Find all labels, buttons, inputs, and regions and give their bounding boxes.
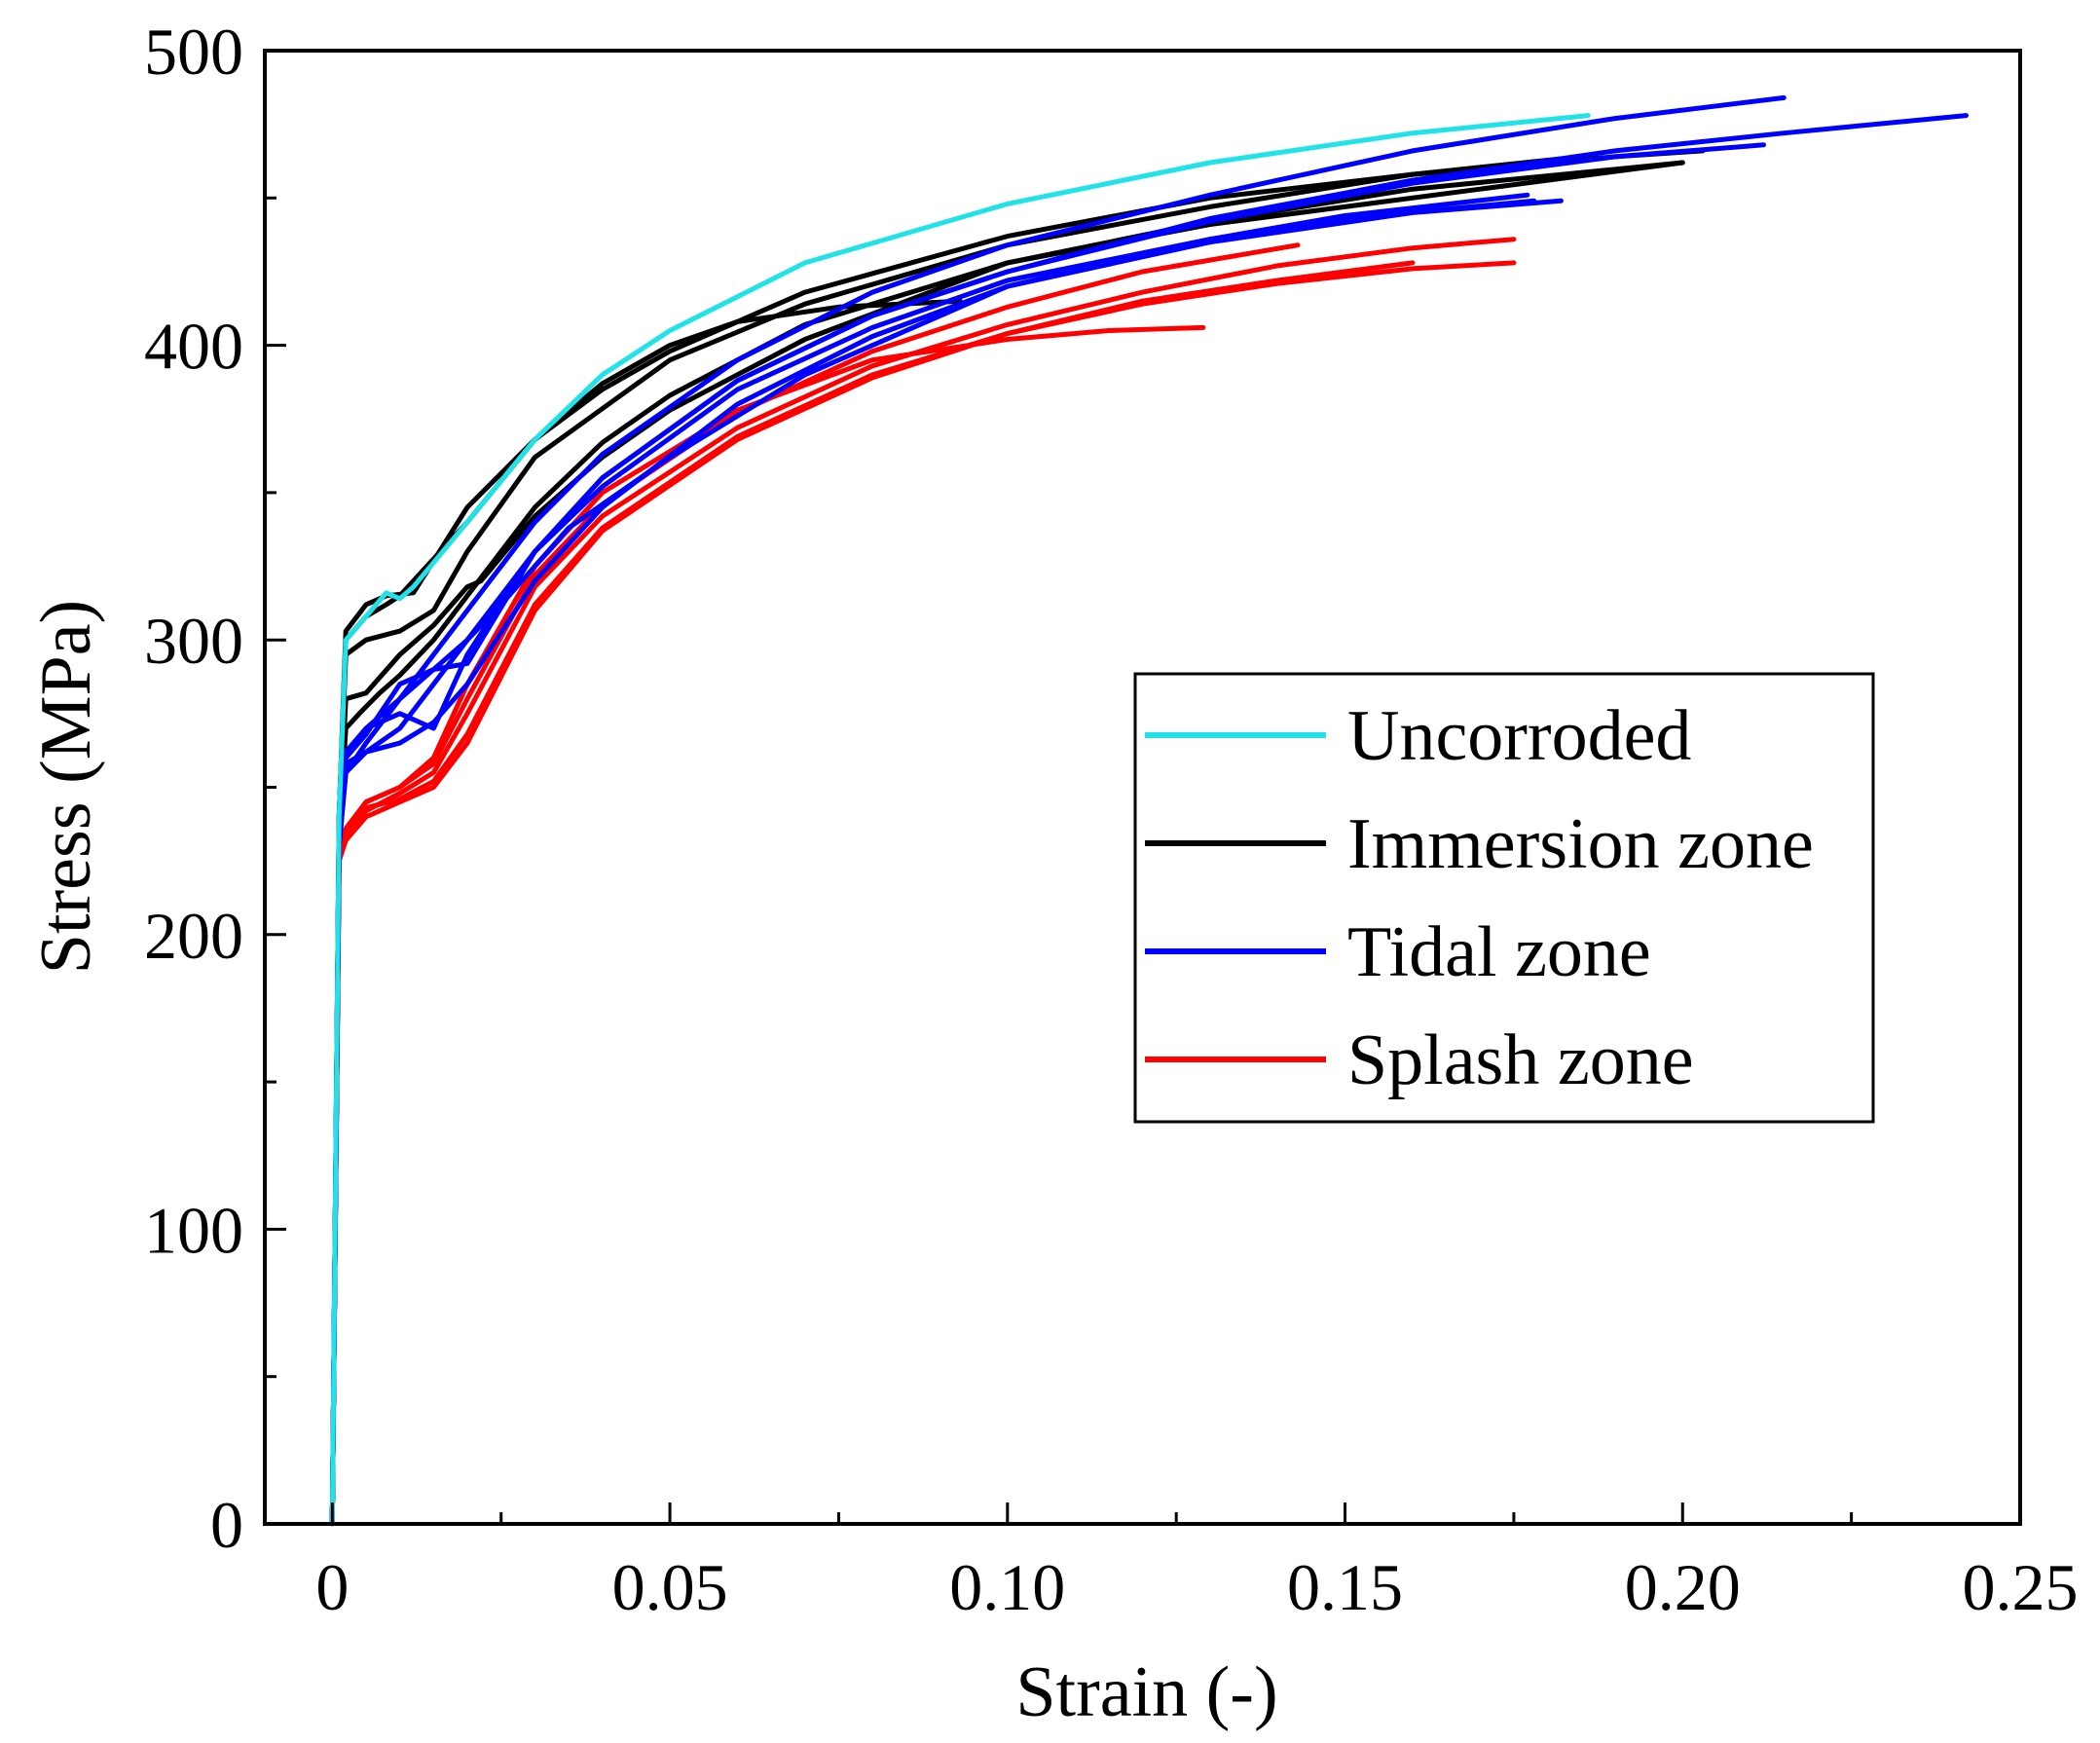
x-axis-title: Strain (-): [1015, 1652, 1277, 1732]
series-line-uncorroded-1: [329, 113, 1591, 1527]
y-tick-label: 400: [144, 310, 243, 384]
legend-box: [1133, 672, 1875, 1124]
series-line-splash-zone-4: [329, 260, 1517, 1527]
series-line-splash-zone-5: [329, 324, 1206, 1527]
series-layer: [329, 94, 1969, 1527]
x-tick-label: 0.25: [1963, 1550, 2079, 1624]
ticks-layer: [265, 49, 2022, 1526]
y-tick-label: 300: [144, 604, 243, 678]
series-line-tidal-zone-5: [329, 198, 1537, 1527]
series-line-tidal-zone-6: [329, 198, 1564, 1527]
x-tick-label: 0: [315, 1550, 349, 1624]
x-tick-label: 0.10: [949, 1550, 1065, 1624]
y-tick-label: 100: [144, 1193, 243, 1267]
legend: Uncorroded Immersion zone Tidal zone Spl…: [1133, 672, 1875, 1124]
legend-label-tidal-zone: Tidal zone: [1347, 912, 1651, 992]
x-tick-label: 0.15: [1287, 1550, 1403, 1624]
legend-label-uncorroded: Uncorroded: [1347, 696, 1691, 776]
y-tick-label: 500: [144, 15, 243, 89]
legend-label-splash-zone: Splash zone: [1347, 1020, 1694, 1100]
tick-labels-layer: 0 0.05 0.10 0.15 0.20 0.25 0 100 200 300 400 500: [144, 15, 2079, 1624]
y-tick-label: 200: [144, 899, 243, 973]
x-tick-label: 0.05: [612, 1550, 728, 1624]
series-line-immersion-zone-2: [329, 154, 1584, 1527]
x-tick-label: 0.20: [1625, 1550, 1741, 1624]
y-tick-label: 0: [210, 1488, 243, 1562]
legend-label-immersion-zone: Immersion zone: [1347, 804, 1814, 884]
y-axis-title: Stress (MPa): [26, 600, 106, 974]
